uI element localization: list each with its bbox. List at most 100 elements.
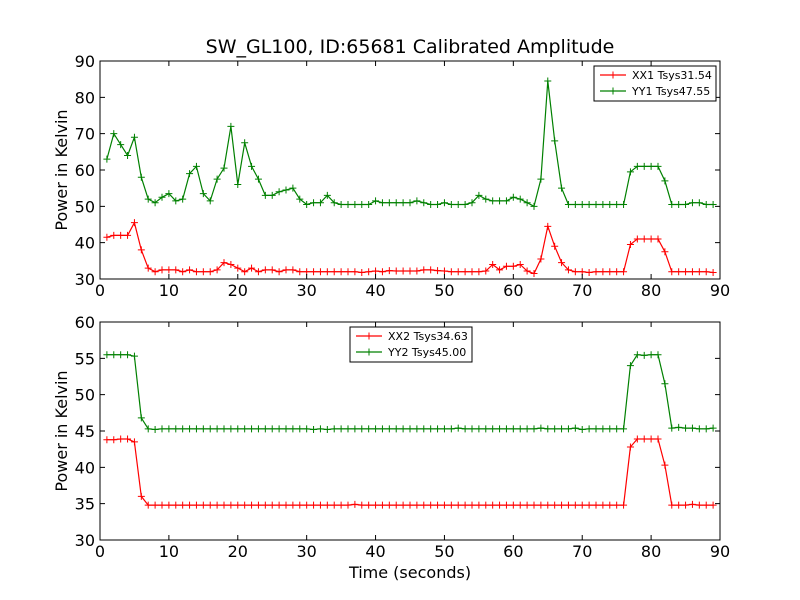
data-point (372, 501, 380, 509)
data-point (558, 425, 566, 433)
data-point (482, 501, 490, 509)
data-point (440, 425, 448, 433)
data-point (640, 435, 648, 443)
data-point (530, 270, 538, 278)
x-tick-label: 70 (572, 281, 592, 300)
data-point (227, 501, 235, 509)
data-point (172, 501, 180, 509)
data-point (558, 501, 566, 509)
data-point (633, 235, 641, 243)
y-tick-label: 30 (75, 270, 95, 289)
data-point (358, 425, 366, 433)
data-point (682, 501, 690, 509)
data-point (186, 501, 194, 509)
x-tick-label: 70 (572, 542, 592, 561)
data-point (137, 492, 145, 500)
data-point (461, 268, 469, 276)
data-point (544, 425, 552, 433)
data-point (351, 268, 359, 276)
data-point (165, 425, 173, 433)
data-point (248, 425, 256, 433)
data-point (558, 184, 566, 192)
legend-label: XX2 Tsys34.63 (388, 330, 468, 343)
data-point (385, 199, 393, 207)
data-point (406, 501, 414, 509)
data-point (199, 268, 207, 276)
data-point (626, 240, 634, 248)
data-point (688, 500, 696, 508)
data-point (316, 501, 324, 509)
data-point (585, 268, 593, 276)
data-point (234, 425, 242, 433)
data-point (647, 435, 655, 443)
data-point (606, 501, 614, 509)
data-point (592, 501, 600, 509)
data-point (158, 425, 166, 433)
data-point (254, 175, 262, 183)
data-point (544, 222, 552, 230)
data-point (310, 501, 318, 509)
data-point (709, 268, 717, 276)
data-point (537, 501, 545, 509)
data-point (378, 199, 386, 207)
data-point (564, 201, 572, 209)
data-point (365, 201, 373, 209)
data-point (227, 260, 235, 268)
y-tick-label: 55 (75, 349, 95, 368)
data-point (151, 501, 159, 509)
data-point (551, 425, 559, 433)
data-point (606, 268, 614, 276)
data-point (468, 268, 476, 276)
data-point (709, 501, 717, 509)
data-point (434, 501, 442, 509)
data-point (186, 170, 194, 178)
plots: 0 10 20 30 40 50 60 70 80 90 30 40 50 60 70 80 90 Power i… (52, 52, 730, 582)
data-point (372, 197, 380, 205)
data-point (151, 268, 159, 276)
data-point (296, 425, 304, 433)
figure-title: SW_GL100, ID:65681 Calibrated Amplitude (206, 36, 615, 58)
data-point (124, 151, 132, 159)
data-point (365, 501, 373, 509)
data-point (289, 266, 297, 274)
x-axis-label: Time (seconds) (348, 563, 471, 582)
data-point (137, 246, 145, 254)
data-point (261, 266, 269, 274)
data-point (640, 351, 648, 359)
data-point (695, 199, 703, 207)
data-point (496, 197, 504, 205)
data-point (289, 425, 297, 433)
data-point (144, 501, 152, 509)
data-point (613, 425, 621, 433)
data-point (117, 141, 125, 149)
data-point (110, 231, 118, 239)
data-point (248, 264, 256, 272)
data-point (399, 425, 407, 433)
series-1 (103, 435, 717, 509)
data-point (688, 268, 696, 276)
data-point (599, 201, 607, 209)
data-point (695, 425, 703, 433)
data-point (668, 424, 676, 432)
data-point (578, 426, 586, 434)
data-point (268, 501, 276, 509)
data-point (551, 137, 559, 145)
data-point (654, 435, 662, 443)
data-point (124, 435, 132, 443)
data-point (516, 425, 524, 433)
data-point (213, 501, 221, 509)
y-tick-label: 80 (75, 88, 95, 107)
data-point (702, 425, 710, 433)
data-point (110, 130, 118, 138)
x-tick-label: 20 (228, 281, 248, 300)
data-point (420, 425, 428, 433)
data-point (496, 501, 504, 509)
data-point (130, 438, 138, 446)
data-point (647, 162, 655, 170)
data-point (337, 268, 345, 276)
data-point (523, 501, 531, 509)
data-point (378, 425, 386, 433)
legend-label: YY2 Tsys45.00 (387, 346, 466, 359)
y-tick-label: 60 (75, 161, 95, 180)
data-point (206, 197, 214, 205)
